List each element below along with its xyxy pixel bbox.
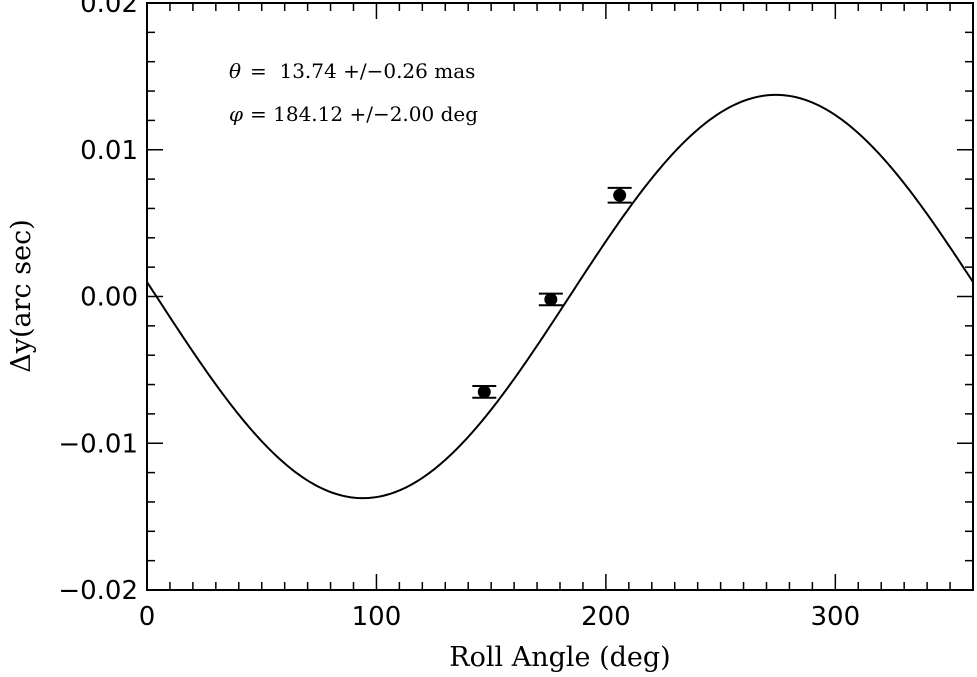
y-tick-label: 0.02: [80, 0, 138, 19]
annotation-theta: θ = 13.74 +/−0.26 mas: [229, 59, 475, 83]
y-axis-label: Δy(arc sec): [6, 219, 37, 372]
phi-value: = 184.12 +/−2.00 deg: [250, 102, 478, 126]
point-marker: [544, 292, 558, 306]
x-tick-labels: 0 100 200 300: [139, 602, 860, 632]
theta-symbol: θ: [229, 59, 241, 83]
fit-curve: [146, 93, 974, 500]
plot-border: [146, 2, 974, 591]
annotation-phi: φ = 184.12 +/−2.00 deg: [229, 102, 478, 126]
x-tick-label: 100: [352, 602, 402, 632]
point-marker: [477, 385, 491, 399]
data-points: [472, 186, 632, 399]
data-point: [607, 186, 632, 204]
y-tick-label: −0.02: [58, 576, 138, 606]
x-tick-label: 0: [139, 602, 156, 632]
point-marker: [613, 188, 627, 202]
x-tick-label: 300: [811, 602, 861, 632]
theta-value: = 13.74 +/−0.26 mas: [250, 59, 475, 83]
axis-ticks: [146, 2, 974, 591]
data-point: [538, 292, 563, 307]
y-tick-labels: −0.02 −0.01 0.00 0.01 0.02: [58, 0, 138, 606]
y-tick-label: 0.01: [80, 136, 138, 166]
y-tick-label: 0.00: [80, 283, 138, 313]
phi-symbol: φ: [229, 102, 243, 126]
x-tick-label: 200: [581, 602, 631, 632]
data-point: [472, 385, 497, 399]
plot-frame: [146, 2, 974, 591]
y-tick-label: −0.01: [58, 429, 138, 459]
x-axis-label: Roll Angle (deg): [449, 642, 670, 673]
